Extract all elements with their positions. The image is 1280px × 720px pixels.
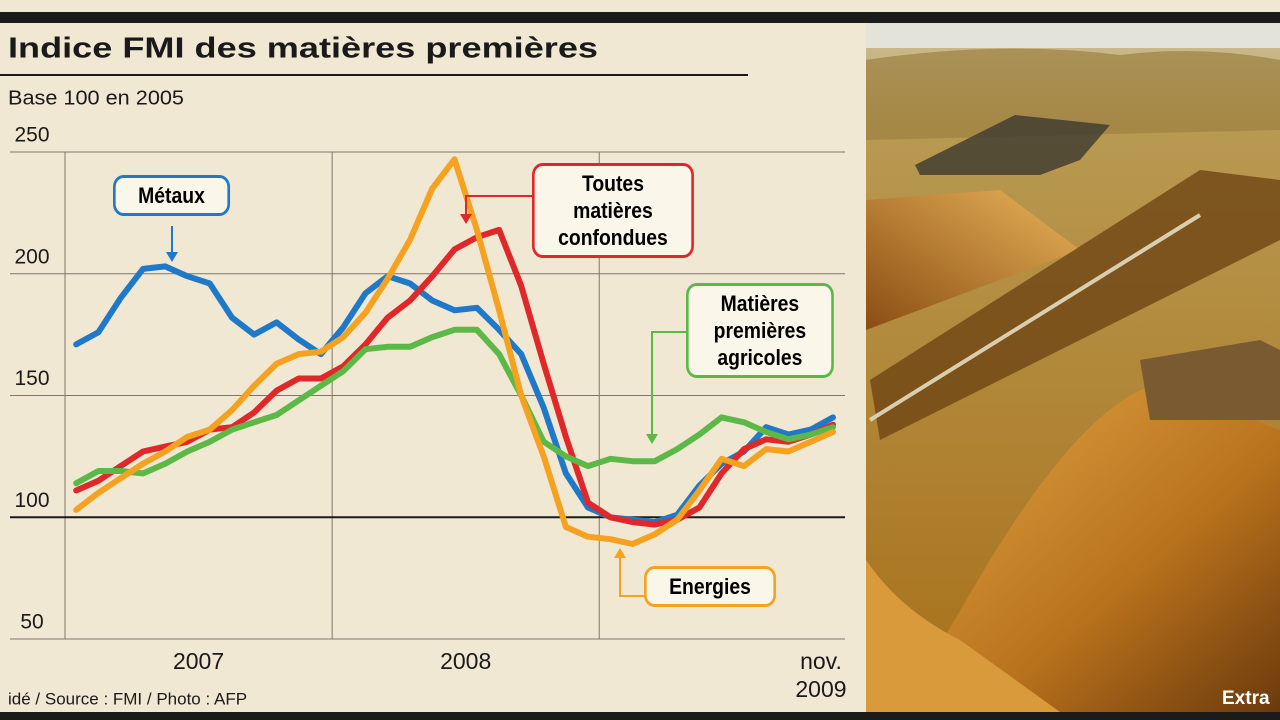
plot-area: 50 100 150 200 250 2007 2008 nov. 2009 [10, 124, 847, 702]
y-tick-label: 200 [14, 245, 49, 268]
photo-caption: Extra [1222, 688, 1270, 709]
x-tick-label: 2008 [440, 648, 491, 674]
chart-title: Indice FMI des matières premières [8, 33, 598, 65]
y-tick-label: 250 [14, 124, 49, 147]
x-tick-label: nov. 2009 [795, 648, 846, 702]
data-line [73, 326, 836, 487]
source-note: idé / Source : FMI / Photo : AFP [8, 689, 247, 708]
annotation-label: Toutes matières confondues [532, 163, 694, 258]
bottom-bar [0, 712, 1280, 720]
annotation-label: Matières premières agricoles [686, 283, 834, 378]
x-tick-label: 2007 [173, 648, 224, 674]
y-tick-label: 100 [14, 489, 49, 512]
data-line [73, 156, 836, 547]
annotation-label: Energies [644, 566, 776, 607]
top-bar [0, 12, 1280, 23]
annotation-label: Métaux [113, 175, 231, 216]
y-tick-label: 150 [14, 367, 49, 390]
annotation-arrows [166, 195, 688, 597]
y-tick-label: 50 [20, 611, 43, 634]
photo [866, 23, 1280, 712]
chart-subtitle: Base 100 en 2005 [8, 87, 184, 109]
